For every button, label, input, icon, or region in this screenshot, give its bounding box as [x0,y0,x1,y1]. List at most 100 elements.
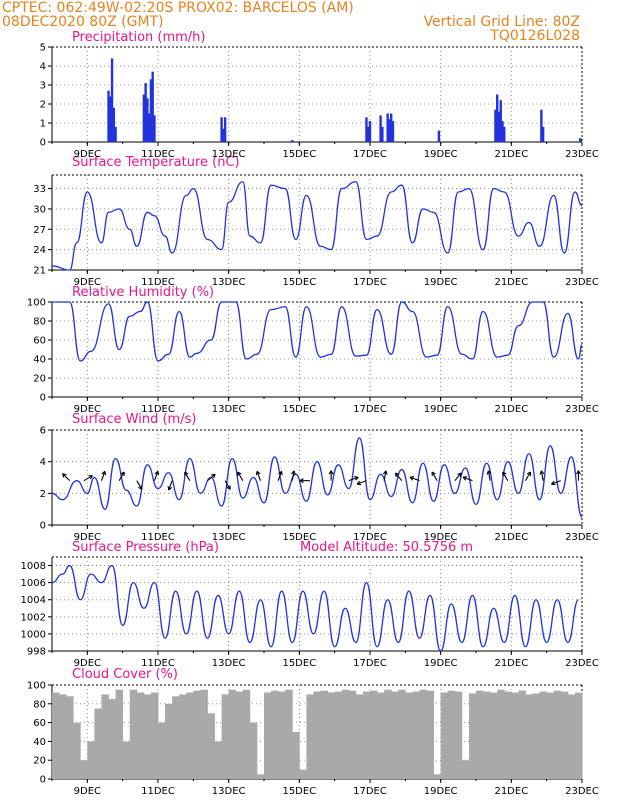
precip-bar [365,117,368,142]
x-tick-label: 13DEC [212,277,246,288]
cloud-bar [370,690,378,779]
wind-arrow-head [577,470,581,475]
wind-arrow [256,471,261,481]
wind-arrow [83,475,93,482]
init-date: 08DEC2020 80Z (GMT) [2,14,164,30]
x-tick-label: 9DEC [74,277,101,288]
precip-bar [110,58,114,142]
cloud-bar [264,692,272,779]
cloud-bar [504,691,512,779]
x-tick-label: 23DEC [565,532,599,543]
x-tick-label: 15DEC [282,532,316,543]
wind-arrow-head [154,470,159,475]
precip-bar [541,126,545,142]
wind-arrow-head [213,474,216,479]
cloud-bar [405,692,413,779]
wind-arrow [524,471,531,481]
x-tick-label: 21DEC [494,277,528,288]
y-tick-label: 0 [40,521,46,532]
wind-arrow [207,473,216,482]
cloud-bar [362,691,371,779]
precip-bar [391,121,395,142]
cloud-bar [52,692,60,779]
wind-arrow-head [255,471,258,476]
wind-arrow-head [256,470,261,475]
wind-arrow-head [281,471,283,476]
y-tick-label: 60 [33,718,46,729]
y-tick-label: 2 [40,489,46,500]
cloud-bar [539,691,548,779]
y-tick-label: 2 [40,100,46,111]
x-tick-label: 17DEC [353,149,387,160]
cloud-bar [150,692,159,779]
cloud-bar [299,769,307,779]
precip-bar [497,111,501,142]
precip-bar [114,126,117,142]
wind-arrow [394,472,403,482]
title-precip: Precipitation (mm/h) [72,30,206,45]
x-tick-label: 13DEC [212,532,246,543]
x-tick-label: 19DEC [424,404,458,415]
temp-series-line [51,181,583,271]
y-tick-label: 0 [40,138,46,149]
wind-arrow-head [395,472,400,475]
wind-arrow-head [62,473,65,478]
x-tick-label: 17DEC [353,786,387,797]
y-tick-label: 1002 [21,612,46,623]
wind-arrow [136,480,143,490]
wind-arrow [502,471,509,481]
wind-arrow-head [382,470,387,475]
wind-arrow-head [356,483,362,486]
x-tick-label: 19DEC [424,658,458,669]
x-tick-label: 21DEC [494,404,528,415]
x-tick-label: 15DEC [282,149,316,160]
y-tick-label: 6 [40,426,46,437]
x-tick-label: 19DEC [424,532,458,543]
precip-bar [379,115,382,142]
wind-arrow-head [278,470,282,475]
y-tick-label: 1000 [21,629,46,640]
wind-arrow-head [226,486,231,490]
cloud-bar [172,696,180,779]
x-tick-label: 13DEC [212,404,246,415]
cloud-bar [129,689,138,779]
y-tick-label: 100 [27,681,46,692]
precip-bar [579,138,582,142]
x-tick-label: 11DEC [141,658,175,669]
precip-bar [437,130,441,142]
model-altitude: Model Altitude: 50.5756 m [300,540,474,555]
cloud-bar [447,690,456,779]
cloud-bar [193,690,201,779]
wind-arrow-head [550,480,555,485]
wind-arrow-head [459,472,462,478]
title-rh: Relative Humidity (%) [72,285,215,300]
wind-arrow [454,472,462,482]
cloud-bar [320,690,328,779]
wind-arrow-head [502,471,507,475]
wind-arrow-head [551,483,556,486]
wind-arrow-head [354,476,359,478]
wind-arrow [168,480,173,491]
cloud-bar [377,692,385,779]
wind-arrow [100,471,106,481]
precip-bar [149,79,153,142]
cloud-bar [384,689,392,779]
precip-bar [151,71,154,142]
cloud-bar [94,708,102,779]
wind-arrow-head [62,473,67,476]
wind-arrow [62,473,71,482]
title-temp: Surface Temperature (nC) [72,155,240,170]
wind-arrow-head [89,475,93,480]
wind-arrow-head [104,471,107,476]
cloud-bar [398,689,406,779]
wind-series-line [51,437,583,518]
wind-arrow [348,476,359,482]
cloud-bar [490,692,498,779]
wind-arrow-head [540,470,545,475]
y-tick-label: 5 [40,43,46,54]
y-tick-label: 1008 [21,561,46,572]
wind-arrow [540,470,544,481]
cloud-bar [525,694,533,779]
cloud-bar [101,694,109,779]
cloud-bar [80,760,88,779]
